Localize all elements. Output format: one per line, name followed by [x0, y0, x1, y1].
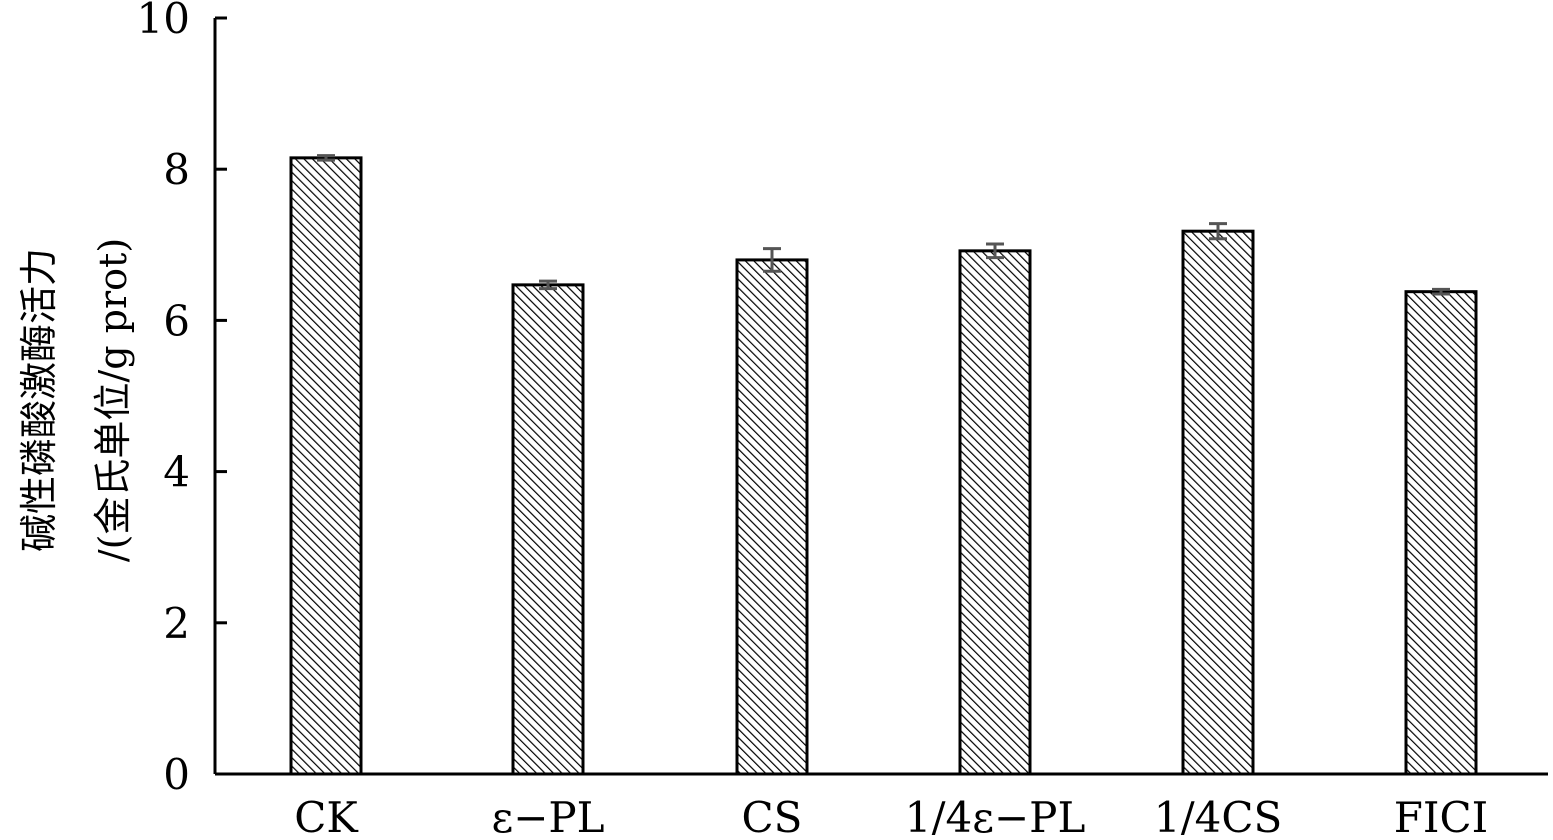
bar	[958, 249, 1032, 776]
y-axis-label-line1: 碱性磷酸激酶活力	[17, 248, 61, 552]
bars	[289, 156, 1478, 776]
bar	[735, 258, 809, 776]
x-tick-label: 1/4ε−PL	[905, 793, 1086, 835]
y-axis-label: 碱性磷酸激酶活力 /(金氏单位/g prot)	[17, 238, 135, 562]
y-tick-label: 6	[163, 296, 190, 345]
y-tick-label: 8	[163, 145, 190, 194]
bar	[1181, 229, 1255, 776]
x-tick-label: ε−PL	[491, 793, 604, 835]
bar	[1404, 290, 1478, 776]
x-tick-label: CS	[742, 793, 803, 835]
error-bars	[317, 154, 1450, 296]
y-tick-label: 2	[163, 599, 190, 648]
y-axis-label-line2: /(金氏单位/g prot)	[91, 238, 135, 562]
y-tick-label: 4	[163, 448, 190, 497]
y-tick-label: 0	[163, 750, 190, 799]
y-tick-label: 10	[137, 0, 190, 43]
x-tick-label: FICI	[1394, 793, 1488, 835]
axes	[213, 18, 1548, 776]
x-tick-label: CK	[294, 793, 359, 835]
x-tick-labels: CK ε−PL CS 1/4ε−PL 1/4CS FICI	[294, 793, 1488, 840]
bar	[289, 156, 363, 776]
bar	[511, 283, 585, 776]
y-ticks: 0 2 4 6 8 10	[137, 0, 227, 799]
x-tick-label: 1/4CS	[1154, 793, 1283, 835]
